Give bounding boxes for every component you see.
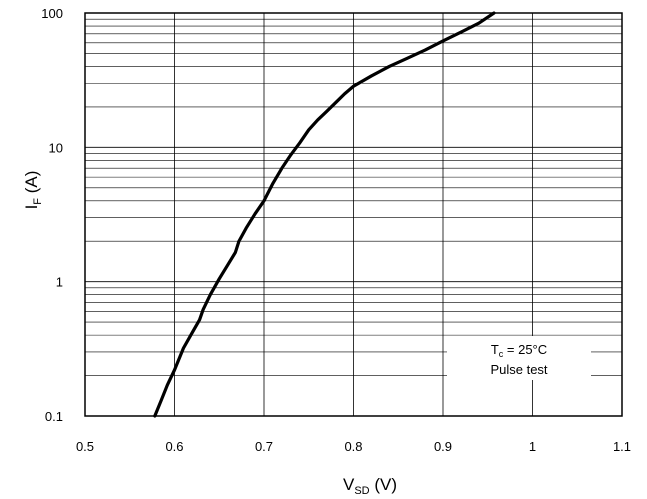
x-tick-label: 0.8	[344, 439, 362, 454]
plot-frame	[84, 12, 623, 417]
annotation-background	[447, 336, 591, 380]
x-axis-subscript: SD	[354, 485, 369, 497]
y-tick-label: 100	[41, 6, 63, 21]
annotation-t-symbol: T	[491, 342, 499, 357]
x-tick-labels: 0.5 0.6 0.7 0.8 0.9 1 1.1	[76, 439, 631, 454]
x-tick-label: 0.5	[76, 439, 94, 454]
grid-lines	[84, 13, 623, 417]
y-axis-subscript: F	[32, 198, 44, 205]
y-axis-symbol: I	[22, 205, 41, 210]
annotation-box: Tc = 25°C Pulse test	[447, 336, 591, 380]
annotation-t-subscript: c	[499, 349, 504, 359]
x-tick-label: 1.1	[613, 439, 631, 454]
y-tick-label: 0.1	[45, 409, 63, 424]
x-axis-unit: (V)	[370, 475, 397, 494]
y-tick-label: 1	[56, 275, 63, 290]
y-tick-label: 10	[49, 140, 63, 155]
y-axis-unit: (A)	[22, 171, 41, 198]
series-line	[153, 11, 496, 418]
x-axis-label: VSD (V)	[343, 475, 397, 497]
y-axis-label: IF (A)	[22, 171, 44, 210]
y-tick-labels: 0.1 1 10 100	[41, 6, 63, 424]
x-tick-label: 1	[529, 439, 536, 454]
x-tick-label: 0.7	[255, 439, 273, 454]
annotation-pulse-test: Pulse test	[490, 362, 547, 377]
annotation-condition: Tc = 25°C	[491, 342, 547, 359]
x-tick-label: 0.9	[434, 439, 452, 454]
annotation-t-value: = 25°C	[503, 342, 547, 357]
x-tick-label: 0.6	[165, 439, 183, 454]
x-axis-symbol: V	[343, 475, 355, 494]
